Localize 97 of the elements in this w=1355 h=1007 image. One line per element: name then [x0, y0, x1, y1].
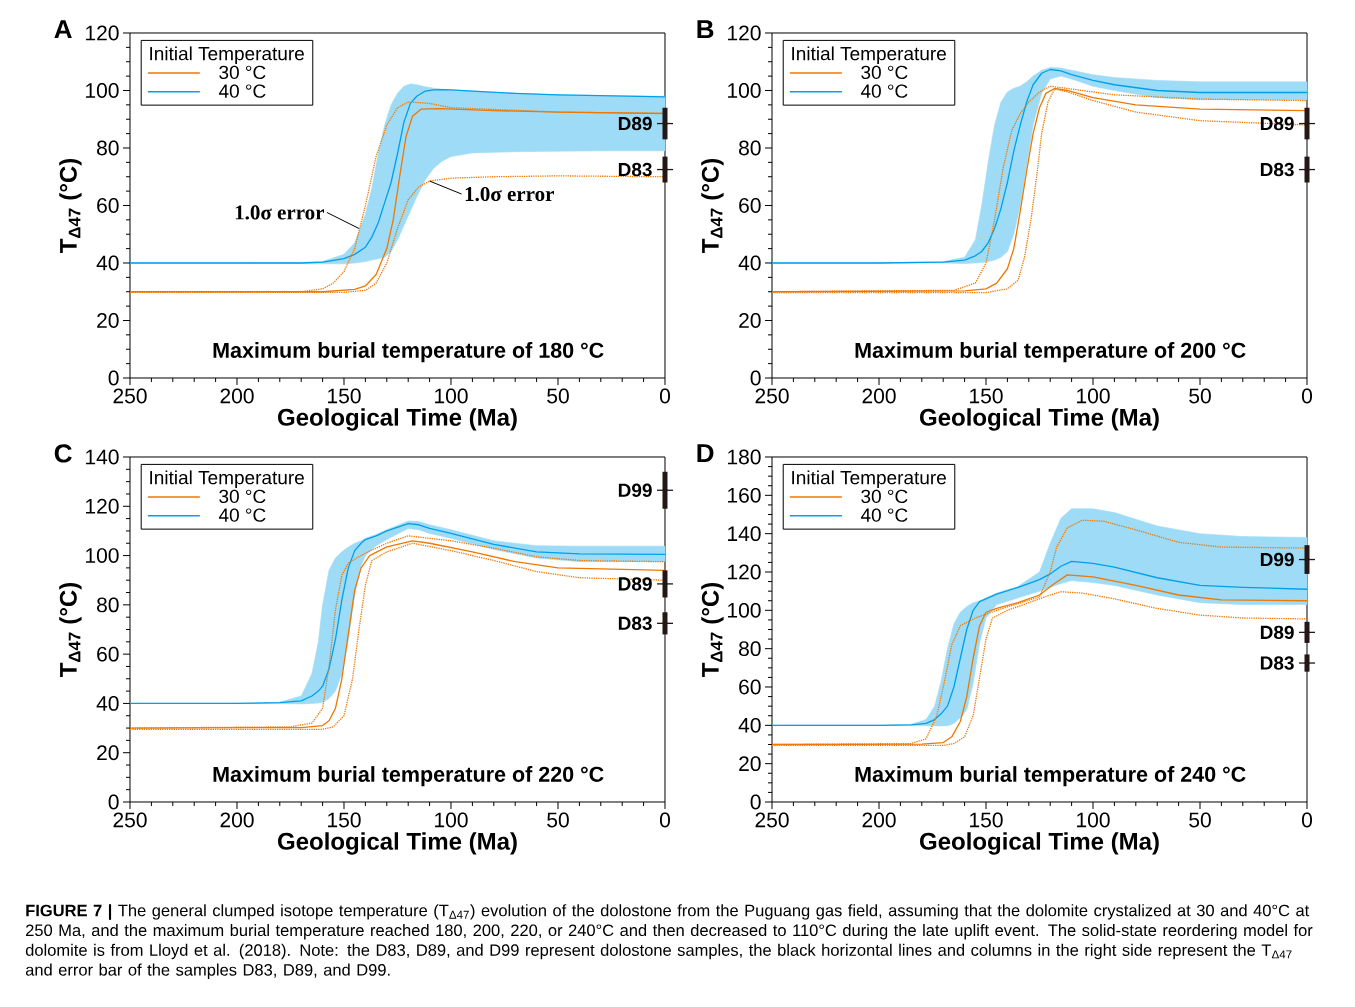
y-tick-label: 0 [108, 794, 119, 810]
annotation: Maximum burial temperature of 200 °C [855, 342, 1246, 363]
y-tick-label: 100 [86, 548, 119, 563]
x-tick-label: 250 [755, 812, 789, 828]
y-tick-label: 0 [108, 370, 119, 386]
x-tick-label: 50 [1189, 388, 1211, 404]
x-tick-label: 200 [220, 812, 254, 828]
x-tick-label: 0 [659, 388, 671, 404]
y-tick-label: 80 [97, 140, 119, 156]
x-tick-label: 150 [970, 812, 1003, 828]
y-tick-label: 120 [728, 564, 761, 580]
annotation: Maximum burial temperature of 220 °C [213, 766, 604, 787]
y-tick-label: 20 [97, 313, 119, 328]
y-tick-label: 20 [739, 313, 761, 328]
legend-label: 40 °C [218, 84, 266, 98]
annotation: D89 [618, 116, 652, 131]
x-tick-label: 250 [755, 388, 789, 404]
x-tick-label: 100 [435, 388, 468, 404]
x-tick-label: 0 [659, 812, 671, 828]
x-tick-label: 150 [970, 388, 1003, 404]
chart-title: A [54, 20, 72, 39]
y-tick-label: 80 [97, 597, 119, 613]
annotation: Maximum burial temperature of 180 °C [213, 342, 604, 363]
y-axis-title: T$_{Δ47}$ (°C) [701, 158, 724, 253]
x-tick-label: 100 [1077, 812, 1110, 828]
legend-label: 40 °C [860, 508, 908, 522]
y-tick-label: 0 [750, 794, 761, 810]
y-tick-label: 60 [97, 646, 119, 662]
legend-label: 30 °C [219, 65, 266, 80]
y-tick-label: 120 [86, 25, 119, 41]
x-tick-label: 150 [328, 812, 361, 828]
chart-title: C [54, 444, 72, 463]
x-tick-label: 0 [1301, 812, 1313, 828]
y-axis-title: T$_{Δ47}$ (°C) [59, 158, 82, 253]
y-tick-label: 40 [96, 696, 119, 711]
text: FIGURE 7 | The general clumped isotope temperature (T$_{Δ47}$) evolution of the dolostone from the Puguang gas field, assuming that the dolomite crystalized at 30 and 40°C at 250 Ma, and the maximum burial temperature reached 180, 200, 220, or 240°C and then decreased to 110°C during the late uplift event. The solid-state reordering model for dolomite is from Lloyd et al. (2018). Note: the D83, D89, and D99 represent dolostone samples, the black horizontal lines and columns in the right side represent the T$_{Δ47}$ and error bar of the samples D83, D89, and D99. [25, 904, 1313, 979]
x-tick-label: 250 [113, 388, 147, 404]
x-axis-title: Geological Time (Ma) [278, 832, 517, 855]
x-axis-title: Geological Time (Ma) [920, 408, 1159, 431]
x-tick-label: 200 [862, 388, 896, 404]
y-tick-label: 140 [86, 449, 119, 465]
y-tick-label: 40 [738, 255, 761, 271]
chart-title: B [697, 20, 714, 39]
x-tick-label: 100 [435, 812, 468, 828]
legend-title: Initial Temperature [792, 46, 946, 65]
annotation: D89 [1260, 116, 1294, 131]
y-tick-label: 120 [728, 25, 761, 41]
legend-title: Initial Temperature [150, 470, 304, 489]
y-tick-label: 40 [96, 255, 119, 271]
annotation: 1.0σ error [465, 186, 554, 202]
x-tick-label: 150 [328, 388, 361, 404]
legend-title: Initial Temperature [150, 46, 304, 65]
y-tick-label: 80 [739, 641, 761, 657]
y-tick-label: 60 [97, 198, 119, 213]
y-tick-label: 160 [728, 487, 761, 503]
annotation: D83 [618, 616, 652, 631]
x-tick-label: 100 [1077, 388, 1110, 404]
annotation: D99 [1260, 552, 1294, 567]
y-tick-label: 20 [97, 745, 119, 761]
annotation: D83 [618, 162, 652, 177]
annotation: D83 [1260, 656, 1294, 670]
y-tick-label: 60 [739, 198, 761, 213]
y-tick-label: 100 [86, 83, 119, 98]
x-tick-label: 0 [1301, 388, 1313, 404]
legend-label: 30 °C [861, 65, 908, 80]
y-tick-label: 140 [728, 526, 761, 542]
x-axis-title: Geological Time (Ma) [920, 832, 1159, 855]
y-axis-title: T$_{Δ47}$ (°C) [59, 582, 82, 677]
annotation: D83 [1260, 162, 1294, 177]
y-tick-label: 80 [739, 140, 761, 156]
legend-label: 30 °C [219, 489, 266, 504]
legend-title: Initial Temperature [792, 470, 946, 489]
x-tick-label: 250 [113, 812, 147, 828]
annotation: D89 [1260, 625, 1294, 640]
y-tick-label: 180 [728, 449, 761, 465]
y-tick-label: 40 [738, 717, 761, 733]
legend-label: 40 °C [860, 84, 908, 98]
legend-label: 40 °C [218, 508, 266, 522]
x-axis-title: Geological Time (Ma) [278, 408, 517, 431]
annotation: D89 [618, 577, 652, 591]
x-tick-label: 200 [862, 812, 896, 828]
annotation: Maximum burial temperature of 240 °C [855, 766, 1246, 787]
annotation: 1.0σ error [235, 205, 325, 220]
x-tick-label: 50 [1189, 812, 1211, 828]
y-axis-title: T$_{Δ47}$ (°C) [701, 582, 724, 677]
y-tick-label: 0 [750, 370, 761, 386]
legend-label: 30 °C [861, 489, 908, 504]
y-tick-label: 120 [86, 498, 119, 514]
y-tick-label: 100 [728, 602, 761, 618]
x-tick-label: 50 [547, 388, 569, 404]
annotation: D99 [618, 483, 652, 497]
y-tick-label: 100 [728, 83, 761, 98]
y-tick-label: 20 [739, 756, 761, 772]
x-tick-label: 50 [547, 812, 569, 828]
x-tick-label: 200 [220, 388, 254, 404]
chart-title: D [697, 444, 714, 463]
y-tick-label: 60 [739, 679, 761, 695]
